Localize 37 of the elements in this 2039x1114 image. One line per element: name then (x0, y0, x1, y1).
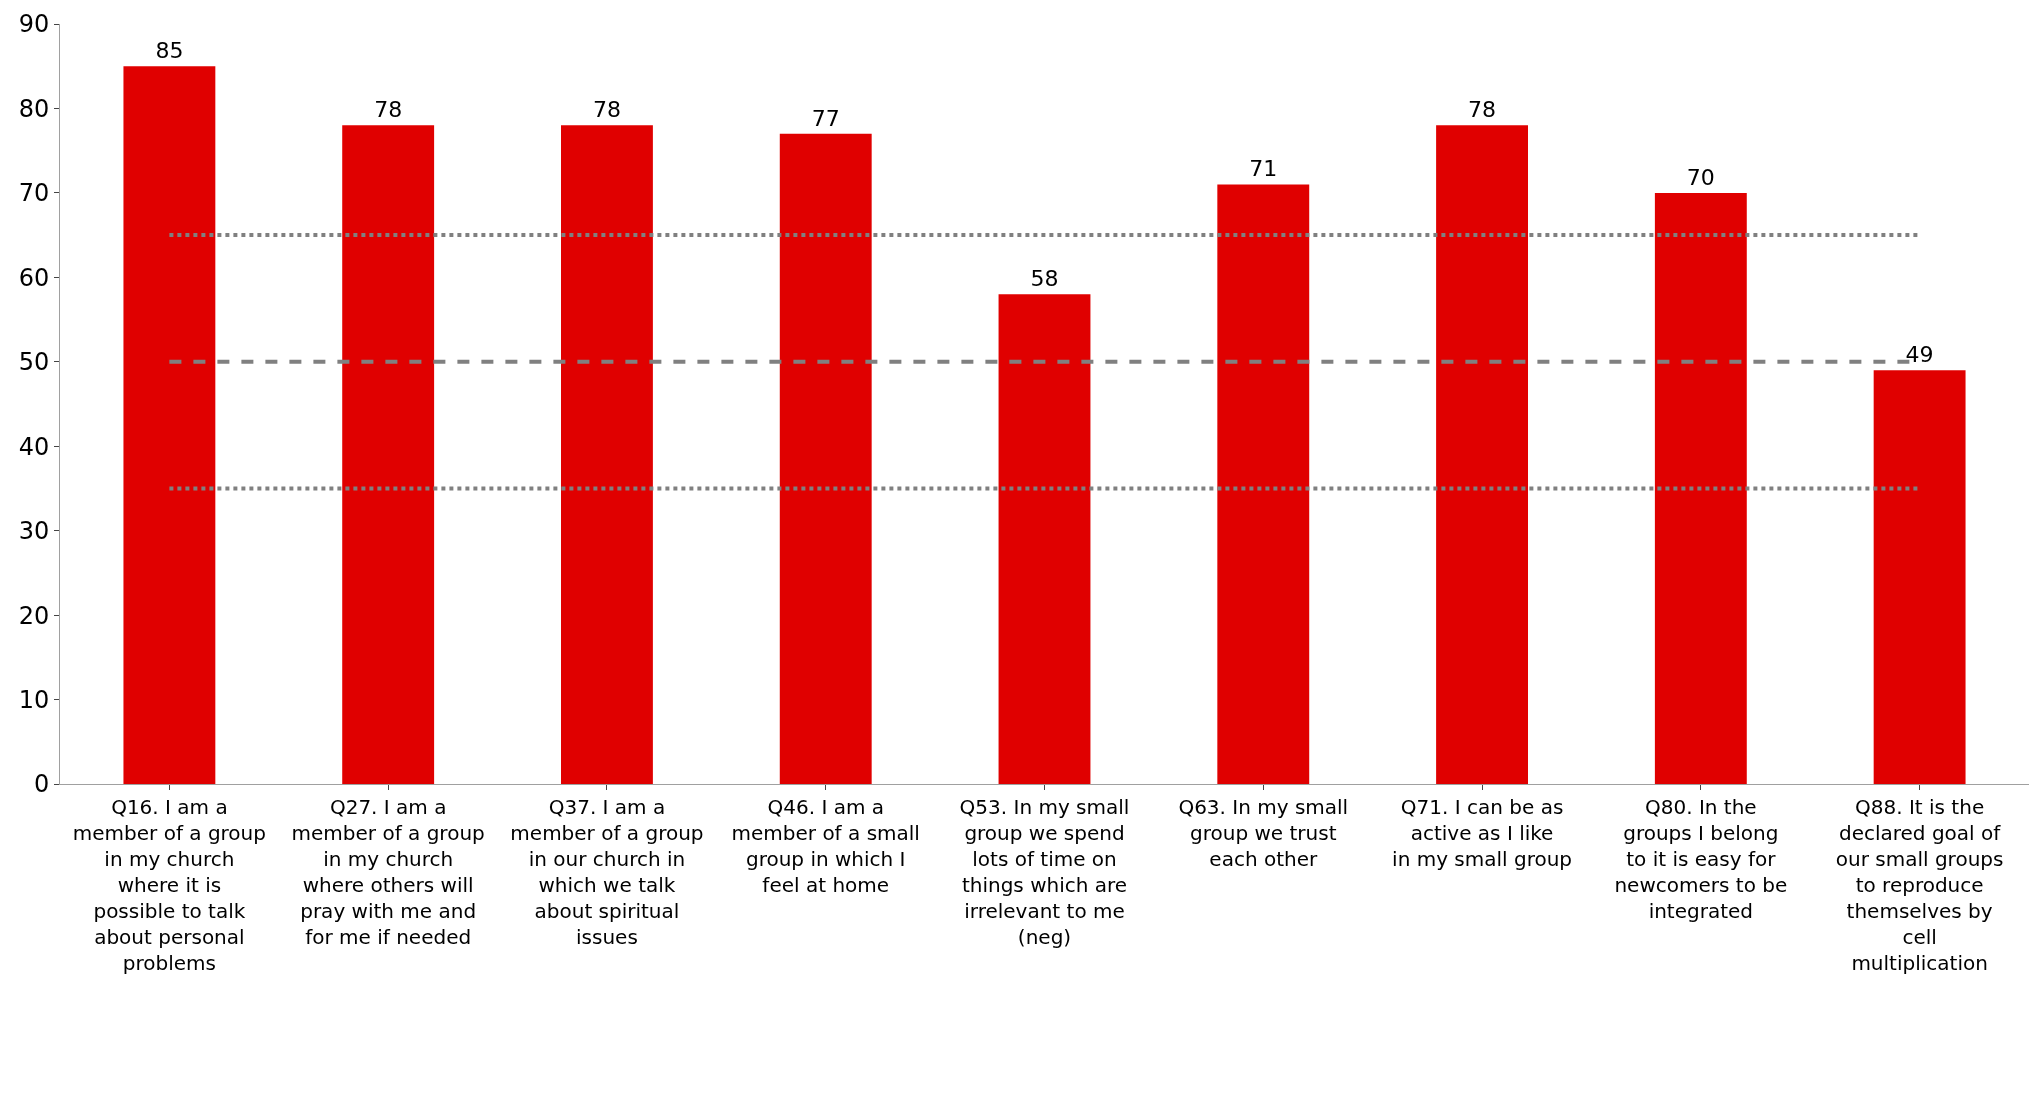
y-tick-label: 30 (18, 517, 50, 546)
data-label: 78 (592, 97, 621, 123)
data-label: 78 (1468, 97, 1497, 123)
y-tick-label: 40 (18, 432, 50, 461)
bar (1436, 125, 1528, 784)
x-tick-label: Q46. I am a member of a small group in which I feel at home (731, 795, 920, 897)
y-tick-label: 0 (33, 770, 50, 799)
y-tick-label: 60 (18, 263, 50, 292)
y-tick-label: 10 (18, 685, 50, 714)
x-tick-label: Q37. I am a member of a group in our church in which we talk about spiritual issues (510, 795, 704, 949)
x-tick-label: Q71. I can be as active as I like in my small group (1392, 795, 1573, 871)
bar (342, 125, 435, 784)
bar (779, 133, 872, 784)
x-tick-label: Q88. It is the declared goal of our small groups to reproduce themselves by cell multiplication (1835, 795, 2004, 975)
data-label: 71 (1249, 156, 1278, 182)
y-tick-label: 20 (18, 601, 50, 630)
bar (1654, 192, 1747, 784)
data-label: 58 (1030, 266, 1059, 292)
bar (561, 125, 653, 784)
bar (998, 294, 1091, 784)
data-label: 49 (1905, 342, 1934, 368)
data-label: 85 (155, 38, 184, 64)
data-label: 70 (1686, 164, 1715, 190)
x-tick-label: Q53. In my small group we spend lots of time on things which are irrelevant to me (neg) (959, 795, 1130, 949)
bar (1217, 184, 1310, 784)
y-tick-label: 70 (18, 179, 50, 208)
x-tick-label: Q80. In the groups I belong to it is easy for newcomers to be integrated (1614, 795, 1788, 923)
data-label: 77 (811, 105, 840, 131)
data-label: 78 (374, 97, 403, 123)
x-tick-label: Q27. I am a member of a group in my church where others will pray with me and for me if needed (291, 795, 485, 949)
bar (1873, 370, 1966, 784)
y-tick-label: 50 (18, 348, 50, 377)
bar (123, 66, 216, 784)
x-tick-label: Q63. In my small group we trust each other (1178, 795, 1349, 871)
y-tick-label: 80 (18, 94, 50, 123)
y-tick-label: 90 (18, 10, 50, 39)
x-tick-label: Q16. I am a member of a group in my church where it is possible to talk about personal problems (72, 795, 266, 975)
